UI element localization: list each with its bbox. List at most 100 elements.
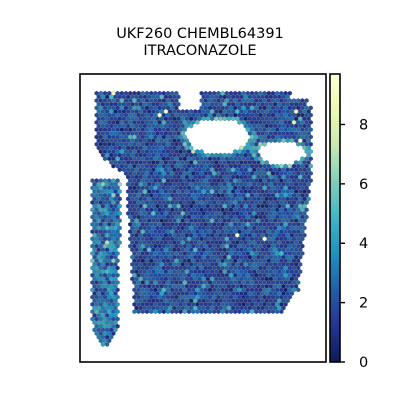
hex-spot <box>241 105 246 111</box>
hex-spot <box>180 181 185 187</box>
hex-spot <box>275 90 280 96</box>
hex-spot <box>230 261 236 267</box>
hex-spot <box>151 145 156 151</box>
hex-spot <box>296 163 301 169</box>
hex-spot <box>90 250 95 256</box>
hex-spot <box>170 258 175 264</box>
hex-spot <box>186 265 192 271</box>
hex-spot <box>136 185 141 191</box>
hex-spot <box>220 294 225 300</box>
hex-spot <box>205 225 211 231</box>
hex-spot <box>222 232 227 238</box>
hex-spot <box>92 196 97 202</box>
hex-spot <box>130 159 135 165</box>
hex-spot <box>182 272 187 278</box>
hex-spot <box>207 250 213 256</box>
hex-spot <box>151 298 156 304</box>
hex-spot <box>132 149 137 155</box>
hex-spot <box>275 294 280 300</box>
hex-spot <box>186 207 192 213</box>
hex-spot <box>212 236 217 242</box>
hex-spot <box>172 138 177 144</box>
hex-spot <box>119 163 124 169</box>
hex-spot <box>266 178 271 184</box>
hex-spot <box>140 265 145 271</box>
hex-spot <box>228 163 234 169</box>
hex-spot <box>136 221 141 227</box>
hex-spot <box>201 298 206 304</box>
hex-spot <box>235 152 240 158</box>
hex-spot <box>128 156 133 162</box>
hex-spot <box>111 192 116 198</box>
hex-spot <box>293 254 299 260</box>
hex-spot <box>199 243 204 249</box>
hex-spot <box>136 272 141 278</box>
hex-spot <box>178 134 183 140</box>
hex-spot <box>249 90 255 96</box>
hex-spot <box>308 178 313 184</box>
hex-spot <box>277 298 282 304</box>
hex-spot <box>203 192 208 198</box>
hex-spot <box>128 112 133 118</box>
hex-spot <box>121 152 127 158</box>
hex-spot <box>176 283 181 289</box>
hex-spot <box>104 312 110 318</box>
hex-spot <box>90 280 95 286</box>
hex-spot <box>113 276 118 282</box>
hex-spot <box>258 141 263 147</box>
hex-spot <box>132 287 137 293</box>
hex-spot <box>144 199 150 205</box>
hex-spot <box>197 298 202 304</box>
hex-spot <box>176 152 181 158</box>
hex-spot <box>111 156 116 162</box>
hex-spot <box>167 152 173 158</box>
hex-spot <box>220 287 225 293</box>
hex-spot <box>111 287 116 293</box>
chart-title-line-1: UKF260 CHEMBL64391 <box>116 26 284 42</box>
hex-spot <box>251 181 257 187</box>
hex-spot <box>235 94 240 100</box>
hex-spot <box>144 178 150 184</box>
hex-spot <box>188 159 194 165</box>
hex-spot <box>151 101 156 107</box>
hex-spot <box>140 134 145 140</box>
hex-spot <box>249 149 255 155</box>
hex-spot <box>247 276 253 282</box>
hex-spot <box>212 287 217 293</box>
hex-spot <box>125 130 131 136</box>
hex-spot <box>155 167 160 173</box>
hex-spot <box>207 265 213 271</box>
hex-spot <box>222 305 227 311</box>
hex-spot <box>121 94 127 100</box>
hex-spot <box>157 119 162 125</box>
hex-spot <box>180 174 185 180</box>
hex-spot <box>100 341 106 347</box>
hex-spot <box>104 290 110 296</box>
hex-spot <box>304 163 309 169</box>
hex-spot <box>117 210 122 216</box>
hex-spot <box>109 130 114 136</box>
hex-spot <box>94 119 99 125</box>
hex-spot <box>260 290 265 296</box>
hex-spot <box>201 283 206 289</box>
hex-spot <box>226 181 232 187</box>
hex-spot <box>245 309 250 315</box>
hex-spot <box>266 294 271 300</box>
hex-spot <box>220 163 225 169</box>
hex-spot <box>128 192 133 198</box>
hex-spot <box>102 243 108 249</box>
hex-spot <box>260 203 265 209</box>
hex-spot <box>98 243 103 249</box>
hex-spot <box>111 265 116 271</box>
hex-spot <box>270 192 276 198</box>
hex-spot <box>157 163 162 169</box>
hex-spot <box>201 232 206 238</box>
hex-spot <box>142 196 148 202</box>
hex-spot <box>291 221 297 227</box>
hex-spot <box>203 105 208 111</box>
hex-spot <box>251 138 257 144</box>
hex-spot <box>237 170 242 176</box>
hex-spot <box>264 290 269 296</box>
hex-spot <box>125 196 131 202</box>
hex-spot <box>186 221 192 227</box>
